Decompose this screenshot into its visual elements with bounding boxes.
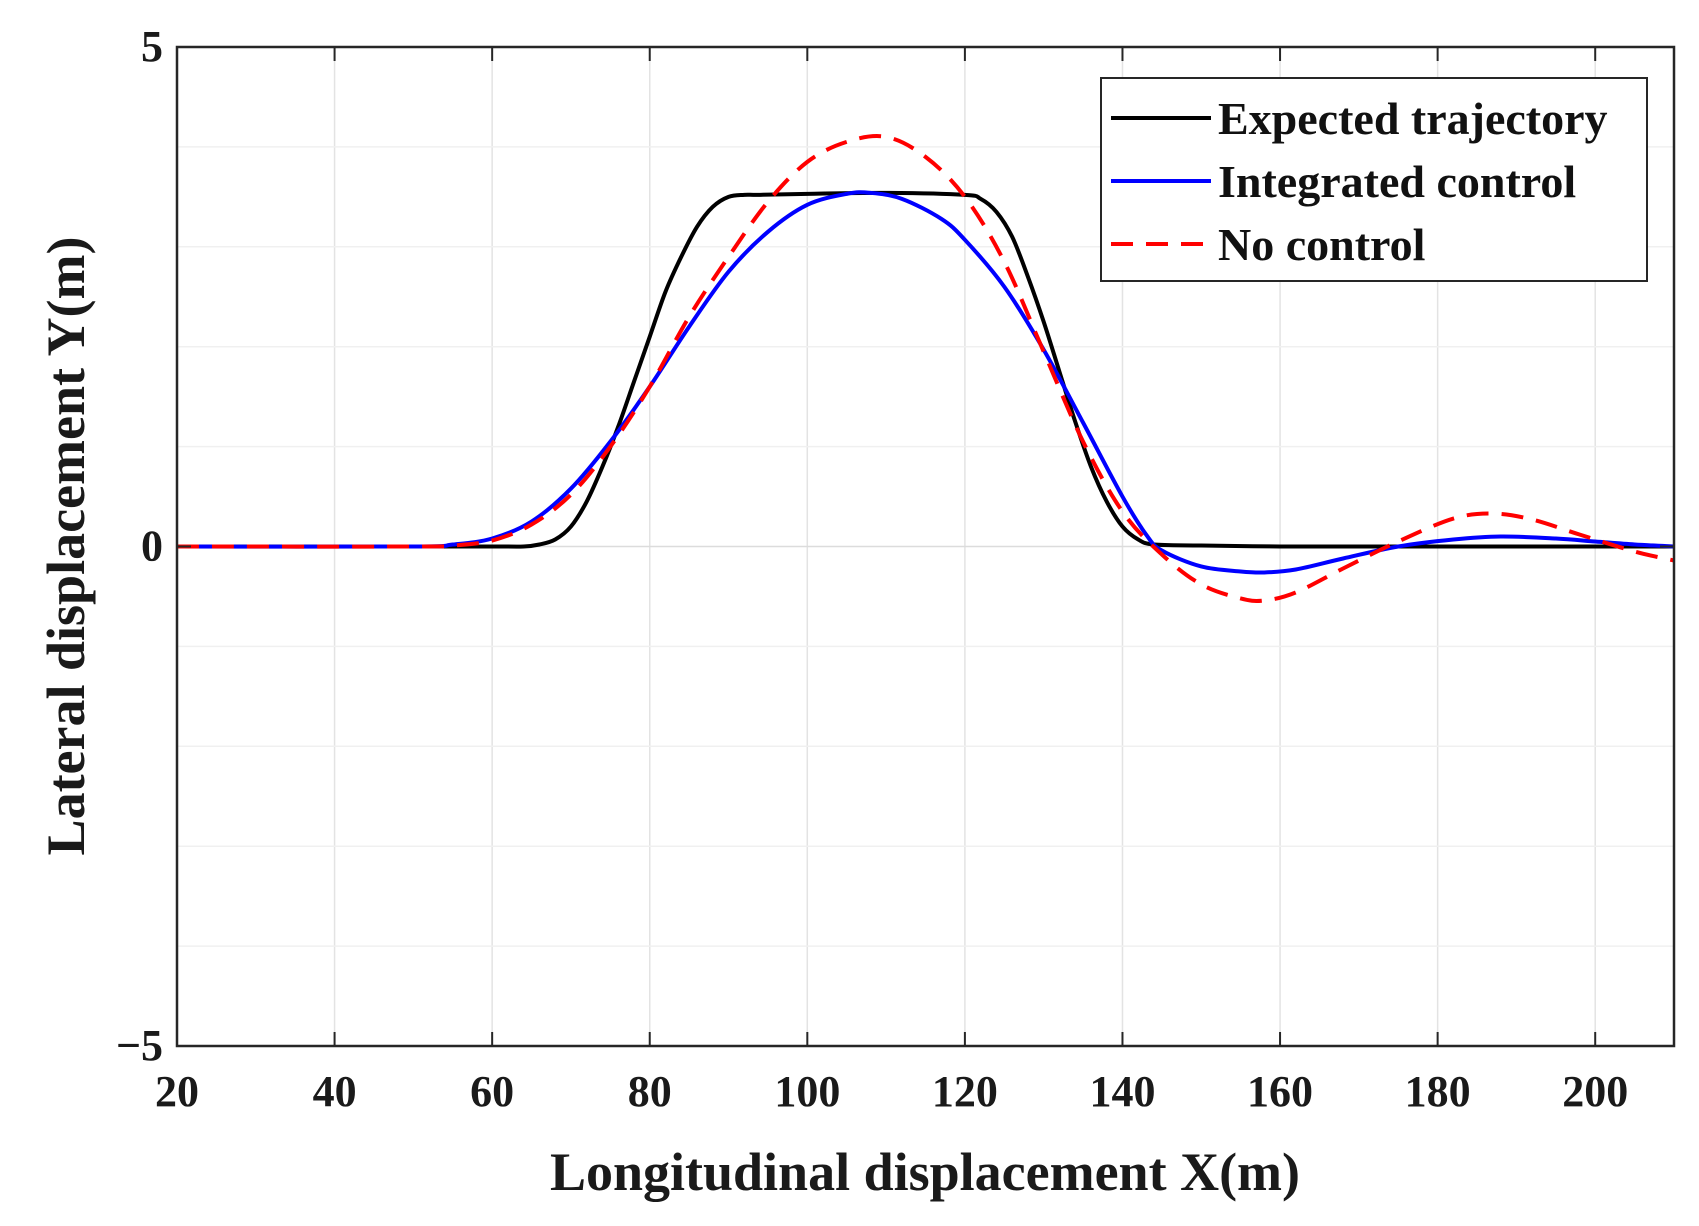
legend-entries: Expected trajectory Integrated control No … xyxy=(1111,93,1608,270)
series-line-2 xyxy=(176,190,1675,575)
x-tick-label: 80 xyxy=(628,1067,672,1116)
y-tick-label: 5 xyxy=(141,22,163,71)
x-tick-label: 140 xyxy=(1089,1067,1155,1116)
legend-label-3: No control xyxy=(1218,219,1425,270)
tick-layer: 20 40 60 80 100 120 140 160 180 200 −5 0 5 xyxy=(116,22,1674,1116)
y-axis-title: Lateral displacement Y(m) xyxy=(36,237,96,856)
x-tick-label: 200 xyxy=(1562,1067,1628,1116)
series-layer xyxy=(176,134,1675,603)
x-tick-label: 120 xyxy=(932,1067,998,1116)
x-tick-label: 180 xyxy=(1405,1067,1471,1116)
series-line-3 xyxy=(176,134,1675,603)
legend-label-1: Expected trajectory xyxy=(1218,93,1608,144)
legend: Expected trajectory Integrated control No … xyxy=(1100,77,1648,282)
x-tick-label: 60 xyxy=(470,1067,514,1116)
x-axis-title: Longitudinal displacement X(m) xyxy=(550,1142,1300,1202)
x-tick-label: 20 xyxy=(155,1067,199,1116)
y-tick-label: −5 xyxy=(116,1021,163,1070)
y-tick-label: 0 xyxy=(141,522,163,571)
x-tick-label: 100 xyxy=(774,1067,840,1116)
x-tick-label: 160 xyxy=(1247,1067,1313,1116)
legend-label-2: Integrated control xyxy=(1218,156,1576,207)
x-tick-label: 40 xyxy=(313,1067,357,1116)
